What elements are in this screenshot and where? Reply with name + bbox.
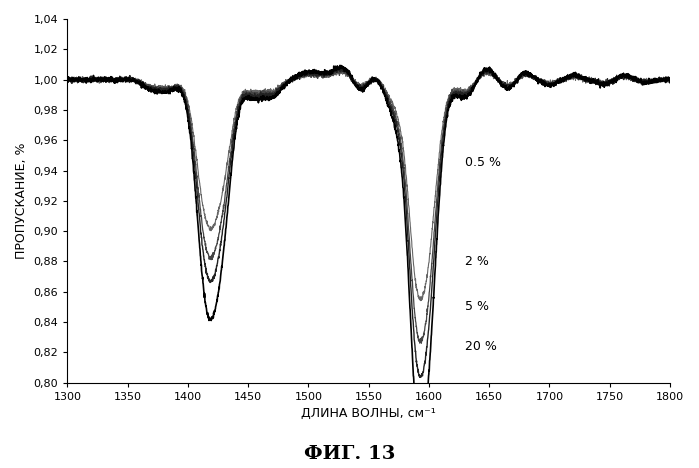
Text: 0.5 %: 0.5 %: [465, 156, 501, 169]
Text: 5 %: 5 %: [465, 300, 489, 314]
Y-axis label: ПРОПУСКАНИЕ, %: ПРОПУСКАНИЕ, %: [15, 143, 28, 259]
Text: 2 %: 2 %: [465, 255, 489, 268]
Text: 20 %: 20 %: [465, 340, 497, 353]
X-axis label: ДЛИНА ВОЛНЫ, см⁻¹: ДЛИНА ВОЛНЫ, см⁻¹: [301, 407, 436, 420]
Text: ФИГ. 13: ФИГ. 13: [304, 446, 395, 463]
